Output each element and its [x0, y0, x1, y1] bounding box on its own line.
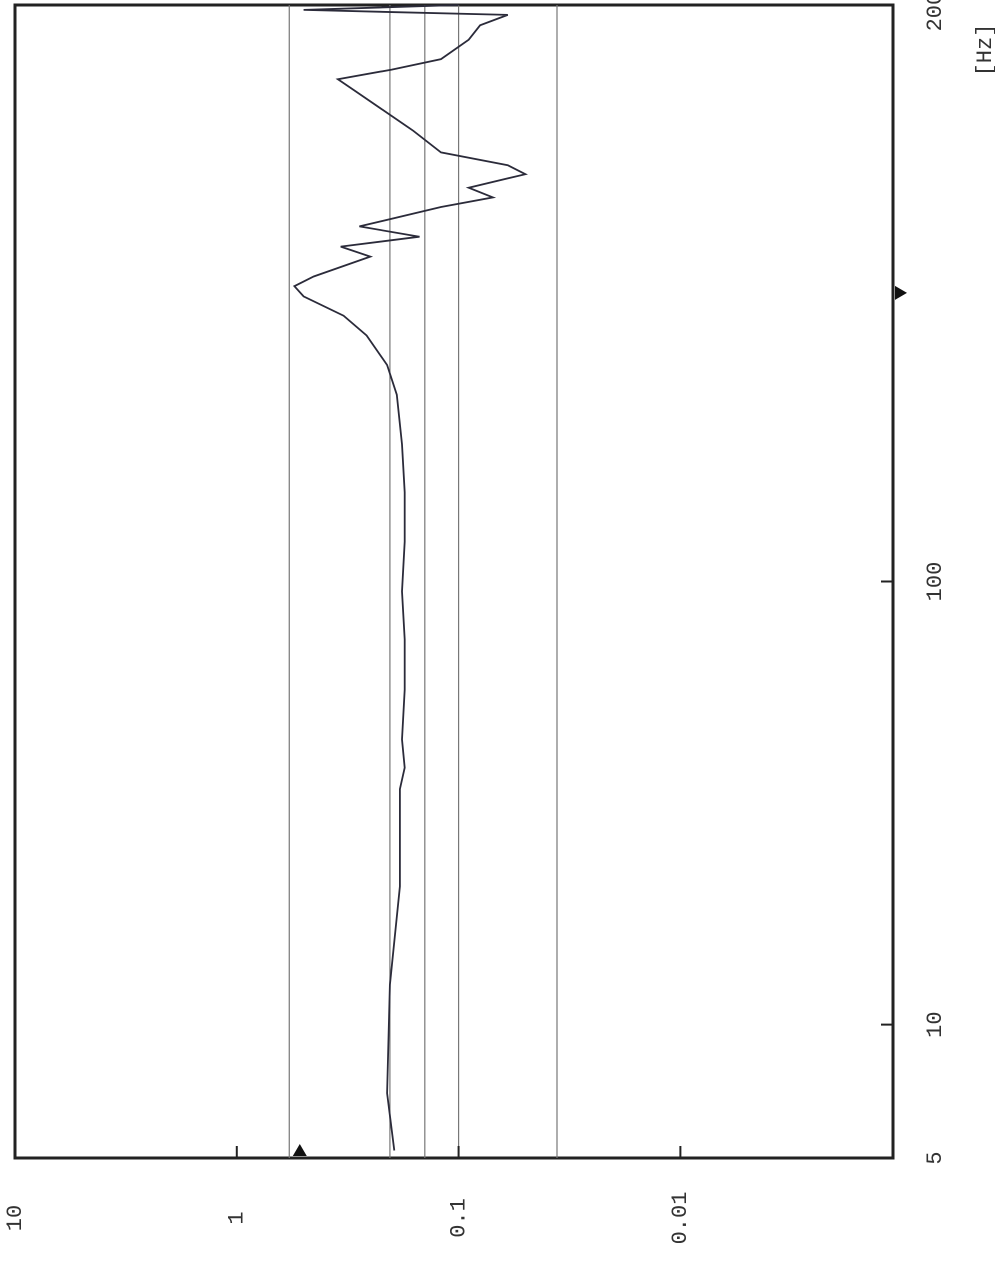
- y-tick-label: 10: [3, 1205, 28, 1231]
- y-tick-label: 0.1: [446, 1198, 471, 1238]
- data-line: [292, 4, 528, 1151]
- y-tick-label: 1: [225, 1211, 250, 1224]
- x-tick-label: 5: [923, 1151, 948, 1164]
- x-unit: [Hz]: [973, 24, 995, 77]
- y-tick-label: 0.01: [668, 1192, 693, 1245]
- x-tick-label: 2000: [923, 0, 948, 31]
- y-marker: [292, 1144, 307, 1156]
- plot-frame: [13, 3, 895, 1160]
- x-tick-label: 10: [923, 1011, 948, 1037]
- x-marker: [895, 285, 907, 300]
- x-tick-label: 100: [923, 562, 948, 602]
